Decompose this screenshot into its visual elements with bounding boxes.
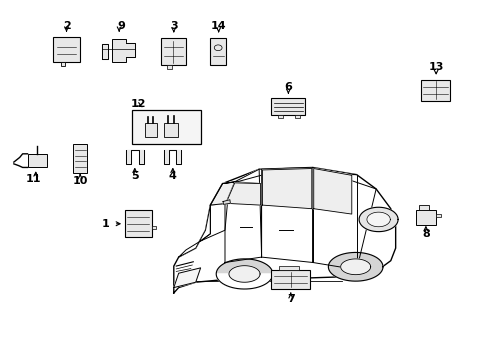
Polygon shape <box>225 183 260 205</box>
Bar <box>166 65 172 69</box>
Text: 3: 3 <box>170 21 177 31</box>
Polygon shape <box>328 252 382 281</box>
Polygon shape <box>163 149 181 164</box>
Text: 5: 5 <box>131 171 138 181</box>
Bar <box>279 266 298 270</box>
Bar <box>125 211 152 237</box>
Bar <box>144 123 157 137</box>
Polygon shape <box>210 182 234 205</box>
Polygon shape <box>178 205 210 257</box>
Text: 2: 2 <box>62 21 70 31</box>
Text: 12: 12 <box>130 99 145 109</box>
Polygon shape <box>313 168 351 214</box>
Bar <box>73 144 87 173</box>
Bar <box>418 206 428 210</box>
Polygon shape <box>223 200 230 204</box>
Bar <box>53 37 80 62</box>
Text: 11: 11 <box>26 174 41 184</box>
Text: 7: 7 <box>286 294 294 304</box>
Bar <box>271 98 305 116</box>
Polygon shape <box>173 268 200 288</box>
Polygon shape <box>340 259 370 275</box>
Bar <box>278 116 283 118</box>
Bar <box>112 39 126 62</box>
Bar <box>61 62 65 66</box>
Bar <box>160 39 185 65</box>
Bar <box>420 80 449 101</box>
Text: 9: 9 <box>118 21 125 31</box>
Polygon shape <box>262 168 311 209</box>
Bar <box>152 226 156 229</box>
Circle shape <box>214 45 222 51</box>
Bar <box>27 154 47 167</box>
Polygon shape <box>173 167 395 293</box>
Text: 4: 4 <box>168 171 176 181</box>
Bar <box>415 210 435 225</box>
Polygon shape <box>216 274 272 289</box>
Bar <box>435 214 440 217</box>
Text: 1: 1 <box>102 219 109 229</box>
Text: 14: 14 <box>210 21 226 31</box>
Text: 10: 10 <box>72 176 88 186</box>
Bar <box>163 123 177 137</box>
Bar <box>132 110 200 144</box>
Polygon shape <box>126 42 135 57</box>
Bar <box>210 39 225 65</box>
Polygon shape <box>216 259 272 289</box>
Text: 8: 8 <box>421 229 429 239</box>
Polygon shape <box>126 149 143 164</box>
Polygon shape <box>102 44 108 59</box>
Polygon shape <box>358 207 397 231</box>
Text: 6: 6 <box>284 82 292 92</box>
Polygon shape <box>366 212 389 227</box>
Polygon shape <box>228 266 260 282</box>
Text: 13: 13 <box>427 62 443 72</box>
Polygon shape <box>222 167 356 184</box>
Bar <box>271 270 310 289</box>
Polygon shape <box>200 203 227 241</box>
Bar <box>295 116 300 118</box>
